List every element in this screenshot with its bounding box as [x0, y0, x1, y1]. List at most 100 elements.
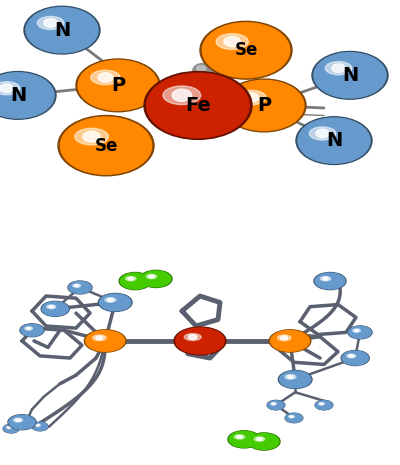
- Circle shape: [0, 84, 14, 93]
- Ellipse shape: [35, 424, 40, 426]
- Ellipse shape: [14, 418, 23, 422]
- Circle shape: [348, 326, 372, 339]
- Circle shape: [84, 330, 126, 352]
- Circle shape: [298, 118, 370, 163]
- Circle shape: [215, 72, 224, 78]
- Circle shape: [203, 96, 225, 110]
- Text: N: N: [10, 86, 26, 105]
- Circle shape: [26, 327, 31, 330]
- Circle shape: [42, 302, 68, 316]
- Circle shape: [316, 401, 332, 410]
- Ellipse shape: [146, 274, 157, 279]
- Circle shape: [4, 425, 19, 432]
- Ellipse shape: [353, 329, 360, 332]
- Ellipse shape: [47, 305, 56, 309]
- Circle shape: [86, 331, 124, 351]
- Circle shape: [193, 63, 215, 77]
- Circle shape: [320, 403, 323, 405]
- Circle shape: [228, 431, 260, 448]
- Circle shape: [280, 371, 311, 388]
- Circle shape: [128, 277, 134, 280]
- Circle shape: [205, 116, 227, 130]
- Circle shape: [41, 301, 69, 316]
- Circle shape: [18, 418, 34, 426]
- Circle shape: [224, 80, 304, 131]
- Ellipse shape: [6, 426, 12, 429]
- Circle shape: [281, 336, 288, 340]
- Ellipse shape: [237, 90, 266, 105]
- Circle shape: [323, 277, 328, 280]
- Circle shape: [24, 7, 100, 54]
- Ellipse shape: [216, 33, 248, 49]
- Circle shape: [8, 427, 10, 428]
- Circle shape: [98, 73, 113, 82]
- Circle shape: [229, 432, 259, 447]
- Circle shape: [349, 355, 354, 357]
- Text: P: P: [111, 76, 125, 95]
- Ellipse shape: [347, 354, 356, 358]
- Circle shape: [202, 23, 290, 78]
- Circle shape: [16, 419, 20, 421]
- Text: Se: Se: [234, 41, 258, 59]
- Circle shape: [119, 272, 151, 290]
- Circle shape: [197, 66, 206, 71]
- Circle shape: [315, 273, 345, 289]
- Circle shape: [272, 403, 275, 405]
- Circle shape: [315, 400, 333, 410]
- Circle shape: [244, 93, 259, 102]
- Ellipse shape: [21, 420, 26, 422]
- Circle shape: [349, 326, 371, 339]
- Circle shape: [176, 328, 224, 354]
- Circle shape: [271, 331, 309, 351]
- Circle shape: [257, 438, 262, 440]
- Circle shape: [49, 306, 54, 308]
- Circle shape: [285, 413, 303, 423]
- Ellipse shape: [75, 128, 108, 145]
- Text: N: N: [342, 66, 358, 85]
- Circle shape: [211, 86, 220, 92]
- Circle shape: [26, 7, 98, 53]
- Circle shape: [140, 270, 172, 287]
- Text: N: N: [326, 131, 342, 150]
- Circle shape: [8, 415, 36, 430]
- Circle shape: [96, 336, 103, 340]
- Circle shape: [0, 73, 54, 118]
- Circle shape: [32, 423, 48, 431]
- Circle shape: [341, 351, 369, 365]
- Circle shape: [200, 21, 292, 79]
- Circle shape: [120, 273, 150, 289]
- Ellipse shape: [309, 127, 336, 140]
- Circle shape: [20, 324, 44, 337]
- Circle shape: [211, 70, 233, 84]
- Ellipse shape: [325, 62, 352, 75]
- Text: P: P: [257, 96, 271, 115]
- Ellipse shape: [285, 375, 296, 379]
- Ellipse shape: [126, 277, 136, 281]
- Ellipse shape: [234, 435, 245, 439]
- Circle shape: [312, 52, 388, 99]
- Circle shape: [44, 19, 58, 27]
- Ellipse shape: [105, 298, 116, 302]
- Circle shape: [75, 285, 79, 287]
- Circle shape: [17, 418, 35, 427]
- Ellipse shape: [91, 70, 120, 85]
- Circle shape: [296, 117, 372, 165]
- Circle shape: [78, 60, 158, 110]
- Circle shape: [147, 73, 249, 138]
- Circle shape: [9, 415, 35, 429]
- Circle shape: [149, 275, 154, 278]
- Ellipse shape: [73, 284, 80, 287]
- Circle shape: [314, 53, 386, 98]
- Circle shape: [207, 99, 216, 104]
- Ellipse shape: [37, 16, 64, 30]
- Ellipse shape: [320, 277, 331, 281]
- Text: Fe: Fe: [185, 96, 211, 115]
- Circle shape: [69, 281, 91, 293]
- Circle shape: [171, 105, 193, 119]
- Circle shape: [100, 294, 131, 311]
- Circle shape: [83, 131, 100, 142]
- Circle shape: [215, 105, 237, 119]
- Circle shape: [355, 330, 359, 332]
- Circle shape: [342, 351, 368, 365]
- Circle shape: [60, 117, 152, 174]
